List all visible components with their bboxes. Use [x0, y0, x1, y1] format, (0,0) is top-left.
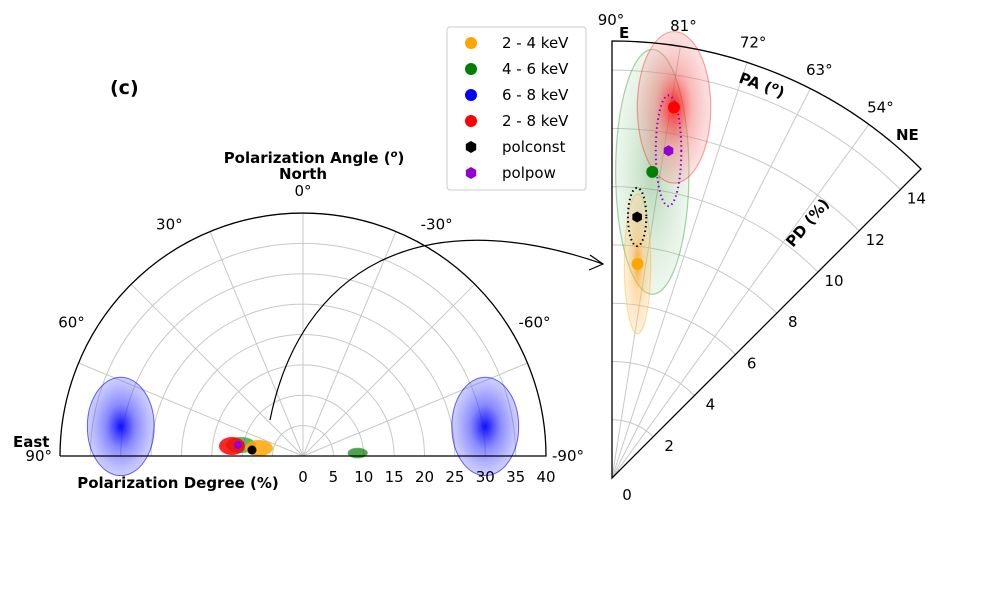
main-pd-tick-label: 5: [329, 468, 339, 486]
inset-hex-marker: [663, 145, 674, 157]
inset-origin-label: 0: [622, 486, 632, 504]
inset-model-contour: [626, 186, 648, 248]
legend-marker: [465, 37, 477, 49]
main-pa-tick-label: 90°: [25, 447, 52, 465]
radial-axis-label: Polarization Degree (%): [77, 474, 279, 492]
inset-pa-tick-label: 54°: [867, 99, 894, 117]
main-grid: [60, 213, 546, 457]
legend-label: 4 - 6 keV: [502, 60, 569, 78]
inset-grid-arc: [611, 360, 695, 396]
main-title-close: ): [397, 149, 404, 167]
inset-pd-tick-label: 2: [664, 437, 674, 455]
inset-pd-tick-label: 4: [706, 396, 716, 414]
main-contour: [451, 376, 520, 477]
inset-labels: 81° 72° 63° 54° 2 4 6 8 10 12 14: [664, 17, 926, 455]
main-pd-tick-label: 25: [445, 468, 464, 486]
inset-pa-axis-sup: o: [770, 80, 780, 93]
main-contour: [86, 376, 155, 477]
main-pd-tick-label: 0: [298, 468, 308, 486]
inset-pd-tick-label: 12: [866, 231, 885, 249]
legend-marker: [465, 115, 477, 127]
inset-grid-spoke: [611, 88, 811, 479]
zoom-arrow-head: [588, 254, 605, 271]
main-pd-tick-label: 35: [506, 468, 525, 486]
main-grid-spoke: [302, 283, 476, 457]
legend: 2 - 4 keV 4 - 6 keV 6 - 8 keV 2 - 8 keV polc…: [446, 26, 587, 191]
legend-label: 2 - 8 keV: [502, 112, 569, 130]
main-pa-tick-label: 0°: [294, 182, 311, 200]
inset-points: [615, 30, 712, 335]
inset-frame: [611, 40, 922, 480]
legend-marker-hexagon: [465, 167, 477, 179]
inset-grid-spoke: [611, 62, 748, 479]
inset-outline: [611, 40, 922, 480]
legend-label: polpow: [502, 164, 556, 182]
inset-pd-tick-label: 10: [824, 272, 843, 290]
inset-pd-tick-label: 6: [747, 354, 757, 372]
inset-pd-tick-label: 8: [788, 313, 798, 331]
inset-ne-label: NE: [896, 126, 919, 144]
inset-hex-marker: [632, 211, 642, 223]
main-title-main: Polarization Angle (: [224, 149, 391, 167]
main-title-north: North: [279, 165, 327, 183]
cluster-black-marker: [247, 445, 257, 455]
main-pd-tick-label: 15: [385, 468, 404, 486]
inset-pd-axis-label: PD (%): [782, 195, 833, 251]
inset-point-marker: [668, 101, 681, 114]
main-labels: 0 5 10 15 20 25 30 35 40 90° 60° 30° 0° -30° -60° -90°: [25, 182, 584, 486]
main-title-sup: o: [391, 149, 398, 160]
main-grid-spoke: [209, 231, 304, 457]
inset-model-contour: [654, 94, 683, 208]
inset-top-label: 90°: [598, 11, 625, 29]
inset-point-marker: [646, 165, 659, 178]
inset-pa-tick-label: 72°: [740, 34, 767, 52]
main-pd-tick-label: 20: [415, 468, 434, 486]
main-pa-tick-label: -90°: [552, 447, 584, 465]
main-title: Polarization Angle (o): [224, 149, 405, 167]
legend-marker-hexagon: [465, 141, 477, 153]
cluster-purple-marker: [234, 441, 242, 449]
inset-east-label: E: [619, 24, 629, 42]
east-label: East: [13, 433, 49, 451]
main-grid-spoke: [302, 231, 397, 457]
legend-label: 2 - 4 keV: [502, 34, 569, 52]
inset-pa-tick-label: 81°: [670, 17, 697, 35]
inset-pd-tick-label: 14: [907, 190, 926, 208]
legend-box: [446, 26, 587, 191]
inset-pa-axis-main: PA (: [737, 69, 774, 97]
inset-point-marker: [631, 257, 644, 270]
main-pd-tick-label: 10: [354, 468, 373, 486]
main-cluster: [219, 437, 273, 456]
inset-grid-spoke: [611, 124, 870, 479]
main-pd-tick-label: 40: [536, 468, 555, 486]
main-outline: [59, 212, 547, 457]
main-pa-tick-label: -30°: [421, 216, 453, 234]
inset-pa-tick-label: 63°: [806, 61, 833, 79]
main-pa-tick-label: 30°: [156, 216, 183, 234]
zoom-arrow: [269, 239, 604, 421]
main-pa-tick-label: 60°: [58, 313, 85, 331]
main-polar-plot: 0 5 10 15 20 25 30 35 4090°60°30°0°-30°-60°-90° …: [13, 149, 584, 492]
main-grid-spoke: [130, 283, 304, 457]
main-contours: [86, 376, 520, 477]
legend-marker: [465, 63, 477, 75]
legend-marker: [465, 89, 477, 101]
main-pa-tick-label: -60°: [518, 313, 550, 331]
panel-label: (c): [110, 77, 139, 99]
main-pd-tick-label: 30: [476, 468, 495, 486]
legend-label: 6 - 8 keV: [502, 86, 569, 104]
legend-label: polconst: [502, 138, 566, 156]
inset-grid-arc: [611, 419, 654, 438]
